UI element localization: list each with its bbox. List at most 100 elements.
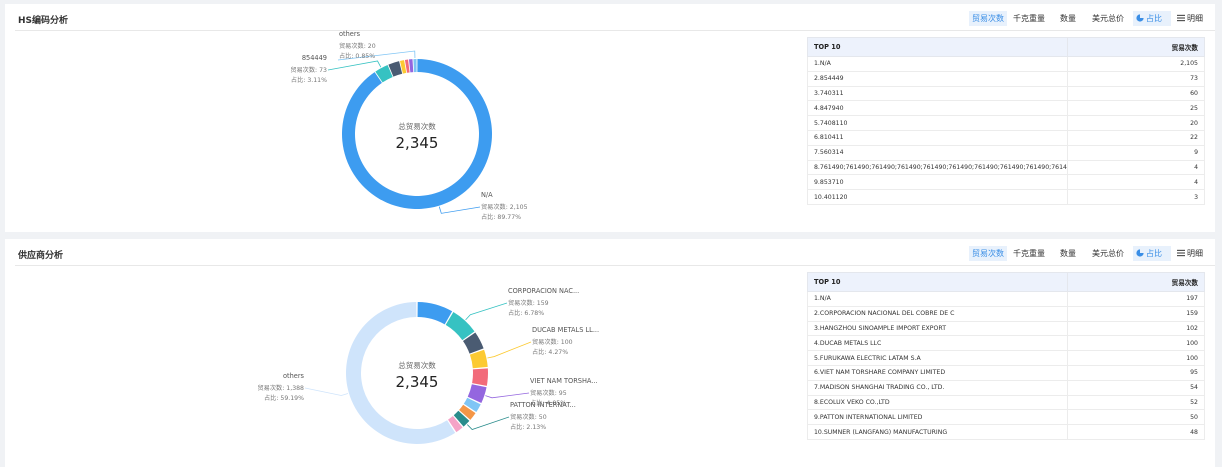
callout-count: 贸易次数: 50 (510, 413, 547, 421)
callout-count: 贸易次数: 73 (290, 66, 327, 74)
tab-weight-kg[interactable]: 千克重量 (1013, 14, 1045, 23)
donut-slice[interactable] (413, 59, 417, 73)
donut-slice[interactable] (399, 60, 407, 74)
table-header-row: TOP 10 贸易次数 (807, 37, 1205, 57)
table-row: 7.560314 9 (807, 144, 1205, 161)
donut-slice[interactable] (462, 332, 484, 354)
row-value: 159 (1067, 305, 1205, 322)
tab-usd-total[interactable]: 美元总价 (1092, 14, 1124, 23)
view-detail-button[interactable]: 明细 (1174, 11, 1210, 26)
hs-code-panel: HS编码分析 贸易次数 千克重量 数量 美元总价 占比 明细 总贸易次数 2,34… (5, 4, 1215, 232)
table-row: 2.854449 73 (807, 70, 1205, 87)
row-name: 7.MADISON SHANGHAI TRADING CO., LTD. (807, 379, 1068, 396)
donut-slice[interactable] (417, 302, 453, 325)
view-ratio-label: 占比 (1146, 249, 1162, 258)
callout-name: PATTON INTERNAT... (510, 401, 576, 409)
callout-percent: 占比: 4.27% (532, 348, 568, 356)
tab-weight-kg[interactable]: 千克重量 (1013, 249, 1045, 258)
hs-code-top10-table: TOP 10 贸易次数 1.N/A 2,105 2.854449 73 3.7403… (807, 37, 1205, 205)
pie-chart-icon (1136, 14, 1144, 22)
row-value: 102 (1067, 320, 1205, 337)
callout-count: 贸易次数: 1,388 (257, 384, 304, 392)
callout-count: 贸易次数: 159 (508, 299, 549, 307)
row-value: 9 (1067, 144, 1205, 161)
table-row: 1.N/A 2,105 (807, 56, 1205, 72)
donut-slice[interactable] (445, 312, 475, 341)
row-value: 20 (1067, 115, 1205, 131)
row-value: 100 (1067, 335, 1205, 352)
table-row: 6.810411 22 (807, 129, 1205, 146)
table-row: 10.401120 3 (807, 189, 1205, 205)
row-name: 9.PATTON INTERNATIONAL LIMITED (807, 409, 1068, 426)
donut-slice[interactable] (469, 349, 488, 369)
row-name: 3.HANGZHOU SINOAMPLE IMPORT EXPORT (807, 320, 1068, 337)
view-detail-button[interactable]: 明细 (1174, 246, 1210, 261)
donut-slice[interactable] (448, 415, 463, 433)
table-row: 9.PATTON INTERNATIONAL LIMITED 50 (807, 409, 1205, 426)
row-value: 50 (1067, 409, 1205, 426)
callout-percent: 占比: 0.85% (339, 52, 375, 60)
table-row: 6.VIET NAM TORSHARE COMPANY LIMITED 95 (807, 364, 1205, 381)
row-value: 60 (1067, 85, 1205, 102)
table-header-top10: TOP 10 (807, 37, 1068, 57)
panel-title: HS编码分析 (18, 16, 69, 26)
row-name: 10.401120 (807, 189, 1068, 205)
callout-count: 贸易次数: 100 (532, 338, 573, 346)
callout-leader-line (465, 302, 508, 321)
callout-name: others (283, 372, 305, 380)
table-header-count: 贸易次数 (1067, 272, 1205, 292)
donut-center-value: 2,345 (396, 373, 439, 391)
row-value: 25 (1067, 100, 1205, 117)
tab-quantity[interactable]: 数量 (1060, 249, 1076, 258)
table-row: 10.SUMNER (LANGFANG) MANUFACTURING 48 (807, 424, 1205, 440)
donut-slice[interactable] (408, 59, 414, 73)
panel-toolbar: 贸易次数 千克重量 数量 美元总价 占比 明细 (969, 11, 1215, 26)
donut-slice[interactable] (467, 384, 487, 404)
table-row: 1.N/A 197 (807, 291, 1205, 307)
donut-slice[interactable] (463, 397, 481, 412)
view-ratio-button[interactable]: 占比 (1133, 246, 1171, 261)
row-name: 6.810411 (807, 129, 1068, 146)
tab-trade-count[interactable]: 贸易次数 (969, 246, 1007, 261)
donut-slice[interactable] (472, 368, 488, 386)
donut-slice[interactable] (453, 410, 470, 427)
pie-chart-icon (1136, 249, 1144, 257)
callout-count: 贸易次数: 95 (530, 389, 567, 397)
row-value: 95 (1067, 364, 1205, 381)
row-name: 3.740311 (807, 85, 1068, 102)
donut-slice[interactable] (388, 61, 403, 77)
callout-percent: 占比: 6.78% (508, 309, 544, 317)
callout-name: CORPORACION NAC... (508, 287, 579, 295)
view-ratio-button[interactable]: 占比 (1133, 11, 1171, 26)
row-value: 197 (1067, 291, 1205, 307)
donut-slice[interactable] (459, 404, 476, 420)
view-detail-label: 明细 (1187, 249, 1203, 258)
callout-leader-line (466, 416, 510, 431)
panel-toolbar: 贸易次数 千克重量 数量 美元总价 占比 明细 (969, 246, 1215, 261)
tab-usd-total[interactable]: 美元总价 (1092, 249, 1124, 258)
donut-slice[interactable] (375, 65, 393, 83)
donut-slice[interactable] (346, 302, 456, 444)
divider (15, 265, 1215, 266)
tab-trade-count[interactable]: 贸易次数 (969, 11, 1007, 26)
panel-title: 供应商分析 (18, 251, 64, 261)
row-name: 8.761490;761490;761490;761490;761490;761… (807, 159, 1068, 176)
table-row: 4.DUCAB METALS LLC 100 (807, 335, 1205, 352)
supplier-donut-chart: 总贸易次数 2,345 CORPORACION NAC... 贸易次数: 159 占比:… (257, 287, 599, 444)
row-name: 10.SUMNER (LANGFANG) MANUFACTURING (807, 424, 1068, 440)
row-value: 3 (1067, 189, 1205, 205)
donut-slice[interactable] (404, 59, 410, 73)
callout-percent: 占比: 59.19% (264, 394, 304, 402)
callout-percent: 占比: 3.11% (291, 76, 327, 84)
table-row: 8.761490;761490;761490;761490;761490;761… (807, 159, 1205, 176)
table-row: 9.853710 4 (807, 174, 1205, 191)
callout-leader-line (438, 206, 481, 214)
tab-quantity[interactable]: 数量 (1060, 14, 1076, 23)
callout-name: VIET NAM TORSHA... (530, 377, 598, 385)
callout-name: N/A (481, 191, 493, 199)
row-name: 5.FURUKAWA ELECTRIC LATAM S.A (807, 350, 1068, 366)
row-value: 48 (1067, 424, 1205, 440)
callout-count: 贸易次数: 20 (339, 42, 376, 50)
supplier-panel: 供应商分析 贸易次数 千克重量 数量 美元总价 占比 明细 总贸易次数 2,345… (5, 239, 1215, 467)
callout-count: 贸易次数: 2,105 (481, 203, 528, 211)
